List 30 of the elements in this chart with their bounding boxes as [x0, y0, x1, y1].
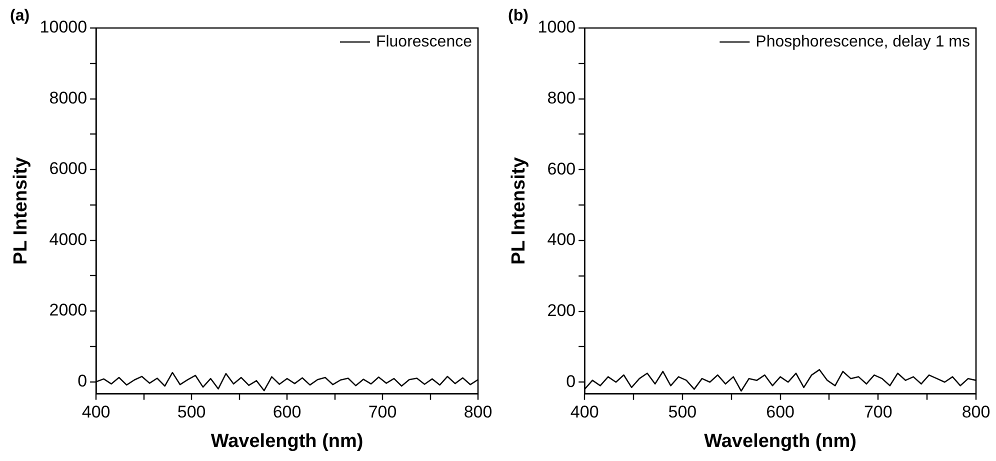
- x-tick-label: 400: [570, 402, 599, 422]
- x-tick-label: 600: [766, 402, 794, 422]
- y-tick-label: 1000: [538, 18, 576, 37]
- x-tick-label: 600: [272, 402, 302, 422]
- x-tick-label: 800: [464, 402, 492, 422]
- text: (b): [508, 7, 528, 24]
- text: (a): [10, 7, 30, 24]
- x-axis-title: Wavelength (nm): [210, 430, 364, 452]
- y-tick-label: 2000: [49, 300, 88, 320]
- y-tick-label: 400: [547, 230, 576, 250]
- y-tick-label: 10000: [40, 18, 88, 37]
- x-tick-label: 700: [368, 402, 397, 422]
- y-axis-title: PL Intensity: [10, 156, 32, 265]
- y-tick-label: 800: [547, 88, 576, 108]
- y-axis-title: PL Intensity: [508, 156, 530, 265]
- y-tick-label: 4000: [49, 230, 88, 249]
- y-tick-label: 200: [547, 300, 576, 320]
- y-tick-label: 0: [566, 372, 576, 391]
- x-tick-label: 500: [668, 402, 697, 422]
- x-axis-title: Wavelength (nm): [704, 430, 856, 452]
- y-tick-label: 6000: [49, 159, 88, 178]
- y-tick-label: 0: [78, 371, 88, 390]
- y-tick-label: 8000: [49, 88, 88, 108]
- legend-label: Fluorescence: [376, 33, 472, 50]
- legend-label: Phosphorescence, delay 1 ms: [756, 33, 970, 50]
- x-tick-label: 700: [864, 402, 892, 422]
- x-tick-label: 500: [177, 402, 206, 422]
- y-tick-label: 600: [547, 159, 576, 178]
- x-tick-label: 400: [82, 402, 110, 422]
- x-tick-label: 800: [962, 402, 990, 422]
